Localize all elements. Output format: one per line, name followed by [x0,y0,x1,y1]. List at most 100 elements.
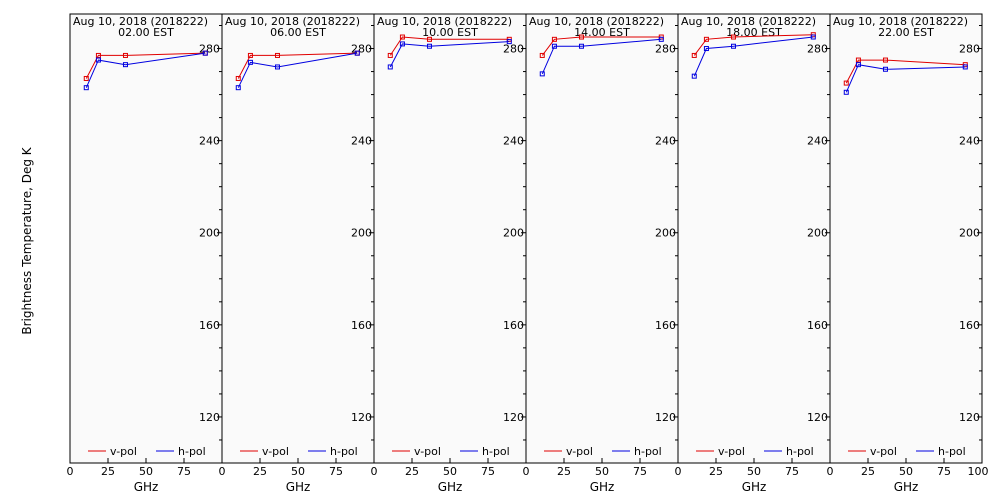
series-line-h-pol [85,52,206,88]
x-tick-label: 75 [633,465,647,478]
panel-frame [829,13,983,464]
x-tick-label: 0 [675,465,682,478]
data-point-v-pol [703,36,709,42]
data-point-h-pol [691,73,697,79]
panel-subtitle: 02.00 EST [118,26,174,39]
panel-frame [677,13,831,464]
panel-title: Aug 10, 2018 (2018222) [225,15,360,28]
series-line-h-pol [845,64,966,93]
panel-1: Aug 10, 2018 (2018222)02.00 EST 120 160 200… [67,13,223,494]
legend-label: v-pol [870,445,897,458]
y-tick-label: 280 [655,43,676,56]
data-point-h-pol [578,43,584,49]
y-tick-label: 240 [655,135,676,148]
data-point-v-pol [399,34,405,40]
x-axis-title: GHz [894,480,919,494]
x-tick-label: 25 [405,465,419,478]
panel-3: Aug 10, 2018 (2018222)10.00 EST 120 160 200… [371,13,527,494]
data-point-v-pol [882,57,888,63]
data-point-h-pol [202,50,208,56]
x-tick-label: 50 [291,465,305,478]
x-tick-label: 25 [101,465,115,478]
panel-title: Aug 10, 2018 (2018222) [377,15,512,28]
panel-6: Aug 10, 2018 (2018222)22.00 EST 120 160 200… [827,13,989,494]
y-tick-label: 200 [959,227,980,240]
x-axis-title: GHz [286,480,311,494]
data-point-h-pol [539,71,545,77]
data-point-v-pol [539,52,545,58]
y-tick-label: 280 [807,43,828,56]
data-point-v-pol [122,52,128,58]
x-tick-label: 75 [937,465,951,478]
panel-title: Aug 10, 2018 (2018222) [73,15,208,28]
data-point-h-pol [95,57,101,63]
legend-label: h-pol [330,445,358,458]
data-point-h-pol [399,41,405,47]
data-point-h-pol [882,66,888,72]
y-tick-label: 200 [807,227,828,240]
series-line-v-pol [85,52,206,79]
x-axis-title: GHz [590,480,615,494]
data-point-h-pol [703,46,709,52]
series-line-v-pol [693,34,814,56]
data-point-v-pol [551,36,557,42]
x-tick-label: 0 [67,465,74,478]
x-tick-label: 50 [899,465,913,478]
panel-2: Aug 10, 2018 (2018222)06.00 EST 120 160 200… [219,13,375,494]
legend-label: h-pol [178,445,206,458]
y-tick-label: 280 [503,43,524,56]
series-line-h-pol [237,52,358,88]
x-axis-title: GHz [438,480,463,494]
y-tick-label: 120 [503,411,524,424]
series-line-v-pol [237,52,358,79]
panel-frame [221,13,375,464]
y-tick-label: 120 [199,411,220,424]
legend-label: h-pol [634,445,662,458]
y-tick-label: 200 [199,227,220,240]
data-point-h-pol [387,64,393,70]
y-tick-label: 120 [807,411,828,424]
data-point-v-pol [691,52,697,58]
y-tick-label: 120 [959,411,980,424]
data-point-h-pol [235,85,241,91]
data-point-h-pol [810,34,816,40]
data-point-v-pol [247,52,253,58]
data-point-v-pol [855,57,861,63]
x-tick-label: 25 [861,465,875,478]
x-tick-label: 50 [139,465,153,478]
data-point-h-pol [354,50,360,56]
panel-title: Aug 10, 2018 (2018222) [529,15,664,28]
panel-5: Aug 10, 2018 (2018222)18.00 EST120160200… [675,13,831,494]
data-point-h-pol [843,89,849,95]
data-point-h-pol [83,85,89,91]
data-point-h-pol [658,36,664,42]
data-point-v-pol [387,52,393,58]
y-tick-label: 240 [199,135,220,148]
legend-label: v-pol [718,445,745,458]
x-tick-label: 75 [329,465,343,478]
data-point-v-pol [843,80,849,86]
data-point-h-pol [122,62,128,68]
legend-label: h-pol [482,445,510,458]
data-point-h-pol [730,43,736,49]
legend-label: v-pol [262,445,289,458]
y-tick-label: 160 [655,319,676,332]
data-point-h-pol [247,59,253,65]
x-axis-title: GHz [742,480,767,494]
panel-title: Aug 10, 2018 (2018222) [681,15,816,28]
panel-4: Aug 10, 2018 (2018222)14.00 EST 120 160 200… [523,13,679,494]
panel-subtitle: 14.00 EST [574,26,630,39]
y-tick-label: 240 [503,135,524,148]
data-point-v-pol [578,34,584,40]
series-line-v-pol [845,59,966,84]
panel-frame [525,13,679,464]
panel-frame [69,13,223,464]
y-tick-label: 120 [351,411,372,424]
x-tick-label: 0 [523,465,530,478]
panel-subtitle: 10.00 EST [422,26,478,39]
y-tick-label: 160 [503,319,524,332]
data-point-h-pol [962,64,968,70]
x-tick-label: 50 [443,465,457,478]
legend-label: v-pol [110,445,137,458]
